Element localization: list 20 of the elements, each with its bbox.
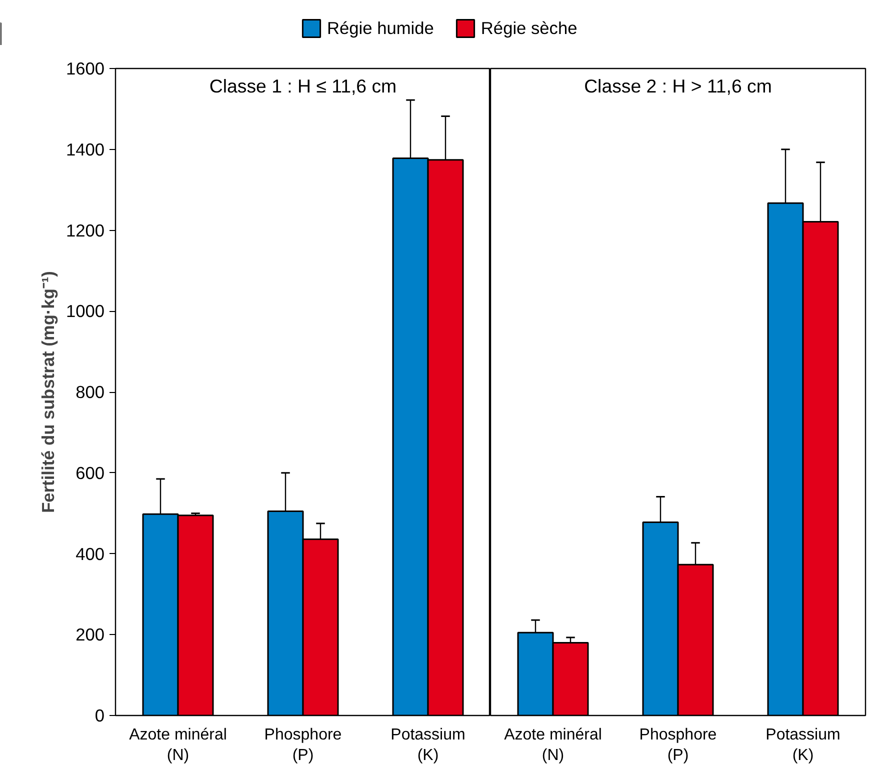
x-tick-label: Potassium (K) <box>766 726 840 764</box>
legend-label: Régie humide <box>327 18 434 38</box>
y-tick-label: 600 <box>76 462 105 483</box>
x-tick-label: Potassium (K) <box>390 726 466 764</box>
y-axis-title: Fertilité du substrat (mg·kg⁻¹) <box>38 271 58 513</box>
chart-title: Classe 1 : H ≤ 11,6 cm <box>209 76 397 96</box>
y-tick-label: 200 <box>76 624 105 645</box>
x-tick-label: Azote minéral (N) <box>129 726 227 764</box>
chart-title: Classe 2 : H > 11,6 cm <box>584 76 772 96</box>
y-tick-label: 1400 <box>66 139 105 160</box>
y-tick-label: 400 <box>76 544 105 564</box>
x-tick-label: Phosphore (P) <box>639 726 717 764</box>
y-tick-label: 1200 <box>66 220 105 240</box>
y-tick-label: 0 <box>94 706 105 726</box>
y-tick-label: 800 <box>76 382 105 402</box>
x-tick-label: Azote minéral (N) <box>504 726 602 764</box>
y-tick-label: 1000 <box>66 301 105 322</box>
y-tick-label: 1600 <box>66 58 105 78</box>
x-tick-label: Phosphore (P) <box>264 726 342 764</box>
legend-label: Régie sèche <box>480 18 578 38</box>
